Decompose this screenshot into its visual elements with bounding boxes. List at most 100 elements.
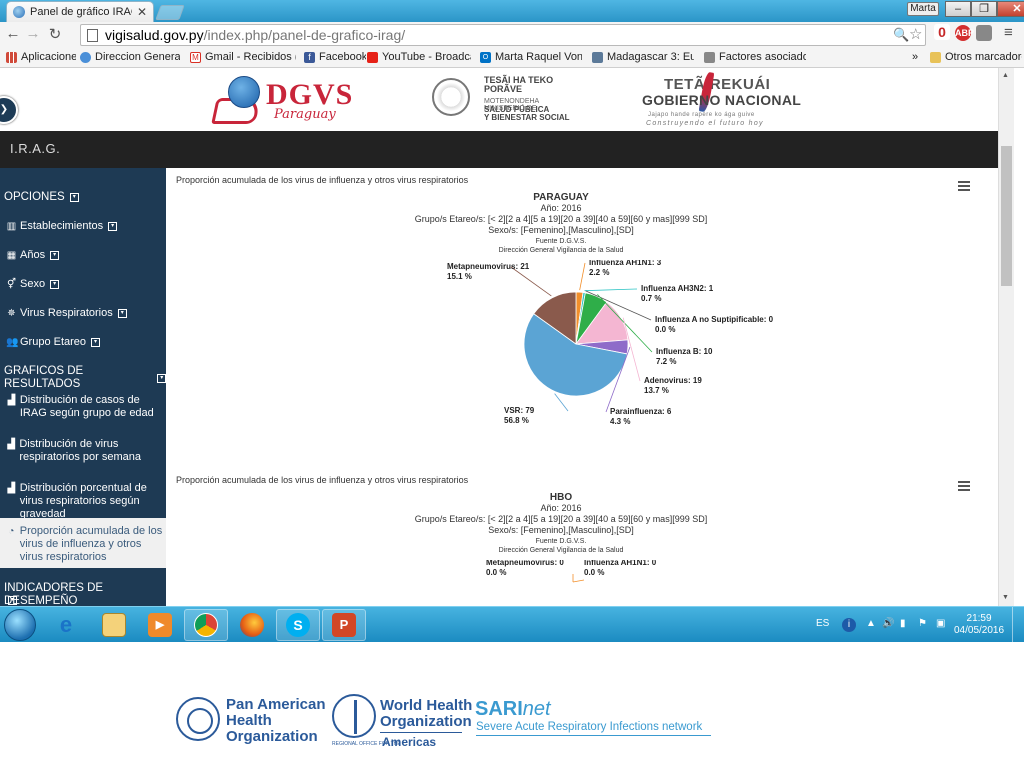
minimize-button[interactable]: –: [945, 1, 971, 17]
dropdown-icon: ▾: [8, 596, 17, 605]
maximize-button[interactable]: ❐: [971, 1, 997, 17]
url-host: vigisalud.gov.py: [105, 27, 204, 43]
taskbar-powerpoint[interactable]: P: [322, 609, 366, 641]
sidebar-item-anios[interactable]: ▦ Años ▾: [0, 249, 166, 262]
ministerio-salud-logo: TESÃI HA TEKO PORÃVE MOTENONDEHA MINISTERI…: [432, 74, 570, 128]
tab-title: Panel de gráfico IRAG – D: [30, 6, 132, 18]
chart-menu-icon[interactable]: [958, 481, 970, 493]
clock[interactable]: 21:59 04/05/2016: [954, 613, 1004, 637]
opera-extension-icon[interactable]: 0: [934, 24, 950, 40]
sidebar-item-establecimientos[interactable]: ▥ Establecimientos ▾: [0, 220, 166, 233]
extension-icon[interactable]: [976, 25, 992, 41]
taskbar-explorer[interactable]: [92, 609, 136, 641]
page-scrollbar[interactable]: ▲ ▼: [998, 68, 1014, 606]
chart-menu-icon[interactable]: [958, 181, 970, 193]
sidebar-item-dist-porc[interactable]: ▟ Distribución porcentual de virus respir…: [7, 482, 147, 520]
zoom-search-icon[interactable]: 🔍: [893, 27, 910, 42]
tab-close-icon[interactable]: ✕: [136, 5, 147, 19]
usb-icon[interactable]: ▣: [936, 618, 946, 629]
sidebar-graficos[interactable]: GRAFICOS DE RESULTADOS ▾: [0, 365, 166, 391]
volume-icon[interactable]: 🔊: [882, 618, 895, 629]
chart-paraguay: Proporción acumulada de los virus de inf…: [166, 168, 998, 468]
window-close-button[interactable]: ✕: [997, 1, 1024, 17]
address-bar[interactable]: vigisalud.gov.py/index.php/panel-de-graf…: [80, 24, 926, 46]
taskbar-media[interactable]: ▶: [138, 609, 182, 641]
pie-slice[interactable]: [523, 313, 628, 397]
sidebar-item-proporcion[interactable]: ◔ Proporción acumulada de los virus de in…: [0, 518, 166, 568]
sidebar-item-dist-irag[interactable]: ▟ Distribución de casos de IRAG según gru…: [7, 394, 154, 419]
folder-icon: [102, 613, 126, 637]
adblock-icon[interactable]: ABP: [955, 25, 974, 41]
back-icon[interactable]: ←: [5, 25, 21, 42]
divider: [380, 732, 462, 733]
pie-chart: Metapneumovirus: 0 0.0 % Influenza AH1N1: …: [486, 560, 657, 583]
sidebar-toggle-button[interactable]: ❯: [0, 96, 18, 124]
tray-expand-icon[interactable]: ▲: [866, 618, 876, 629]
flag-icon[interactable]: ⚑: [918, 618, 927, 629]
sidebar-item-sexo[interactable]: ⚥ Sexo ▾: [0, 278, 166, 291]
scroll-thumb[interactable]: [1001, 146, 1012, 286]
tab-favicon-icon: [13, 6, 25, 18]
sidebar-opciones[interactable]: OPCIONES ▾: [0, 191, 166, 204]
paho-logo-text: Pan American Health Organization: [226, 696, 326, 745]
other-bookmarks[interactable]: Otros marcadores: [930, 51, 1022, 63]
reload-icon[interactable]: ↻: [48, 26, 62, 43]
bookmark-item[interactable]: M Gmail - Recibidos (3.2: [190, 51, 296, 63]
taskbar-skype[interactable]: S: [276, 609, 320, 641]
show-desktop-button[interactable]: [1012, 607, 1024, 643]
language-indicator[interactable]: ES: [816, 618, 830, 629]
bookmark-item[interactable]: Aplicaciones: [6, 51, 76, 63]
browser-tab[interactable]: Panel de gráfico IRAG – D ✕: [6, 1, 154, 22]
dgvs-logo[interactable]: DGVS Paraguay: [211, 74, 352, 128]
bookmark-item[interactable]: Direccion General de: [80, 51, 180, 63]
bookmark-item[interactable]: O Marta Raquel Von Ho: [480, 51, 582, 63]
taskbar-firefox[interactable]: [230, 609, 274, 641]
media-player-icon: ▶: [148, 613, 172, 637]
dropdown-icon: ▾: [50, 280, 60, 289]
pie-slice[interactable]: [533, 291, 577, 345]
user-profile-button[interactable]: Marta: [907, 2, 939, 16]
taskbar-ie[interactable]: e: [44, 609, 88, 641]
sidebar-item-dist-virus[interactable]: ▟ Distribución de virus respiratorios por…: [7, 438, 142, 463]
bookmarks-bar: Aplicaciones Direccion General de M Gmai…: [0, 48, 1024, 68]
gmail-icon: M: [190, 51, 201, 63]
pie-label: Metapneumovirus: 0 0.0 %: [486, 560, 564, 577]
taskbar-chrome[interactable]: [184, 609, 228, 641]
info-icon[interactable]: i: [842, 618, 856, 632]
start-button[interactable]: [4, 609, 36, 641]
pie-label: Influenza AH3N2: 1 0.7 %: [641, 284, 714, 303]
url-path: /index.php/panel-de-grafico-irag/: [203, 27, 406, 43]
dropdown-icon: ▾: [50, 251, 60, 260]
bookmarks-overflow-button[interactable]: »: [912, 51, 919, 63]
building-icon: ▥: [6, 221, 17, 232]
internet-explorer-icon: e: [59, 612, 73, 637]
bookmark-item[interactable]: Madagascar 3: Europe: [592, 51, 694, 63]
pie-chart-icon: ◔: [8, 526, 15, 537]
national-seal-icon: [432, 78, 470, 116]
pie-connector: [572, 574, 585, 583]
scroll-up-icon[interactable]: ▲: [1002, 72, 1009, 79]
pie-connector: [585, 290, 652, 321]
network-icon[interactable]: ▮: [900, 618, 906, 629]
pie-label: Influenza AH1N1: 3 2.2 %: [589, 260, 662, 277]
dropdown-icon: ▾: [69, 193, 79, 202]
clock-date: 04/05/2016: [954, 625, 1005, 636]
sidebar-indicadores-toggle[interactable]: ▾: [0, 596, 166, 605]
sidebar-indicadores[interactable]: INDICADORES DE DESEMPEÑO: [4, 582, 104, 606]
chart-year: Año: 2016: [540, 503, 582, 513]
bookmark-star-icon[interactable]: ☆: [909, 26, 923, 43]
chrome-menu-icon[interactable]: ≡: [1004, 24, 1013, 41]
sidebar-item-grupo[interactable]: 👥 Grupo Etareo ▾: [0, 336, 166, 349]
bookmark-item[interactable]: Factores asociados a l: [704, 51, 806, 63]
virus-icon: ✵: [7, 308, 16, 319]
new-tab-button[interactable]: [155, 5, 185, 20]
scroll-down-icon[interactable]: ▼: [1002, 594, 1009, 601]
dropdown-icon: ▾: [117, 309, 127, 318]
youtube-icon: [367, 51, 378, 63]
sidebar-item-virus[interactable]: ✵ Virus Respiratorios ▾: [0, 307, 166, 320]
slide-footer: Pan American Health Organization World Hea…: [0, 642, 1024, 768]
bookmark-item[interactable]: YouTube - Broadcast: [367, 51, 471, 63]
gobierno-nacional-logo: TETÃ REKUÁI GOBIERNO NACIONAL Jajapo han…: [640, 71, 801, 130]
bookmark-item[interactable]: f Facebook: [304, 51, 366, 63]
forward-icon[interactable]: →: [25, 25, 41, 42]
